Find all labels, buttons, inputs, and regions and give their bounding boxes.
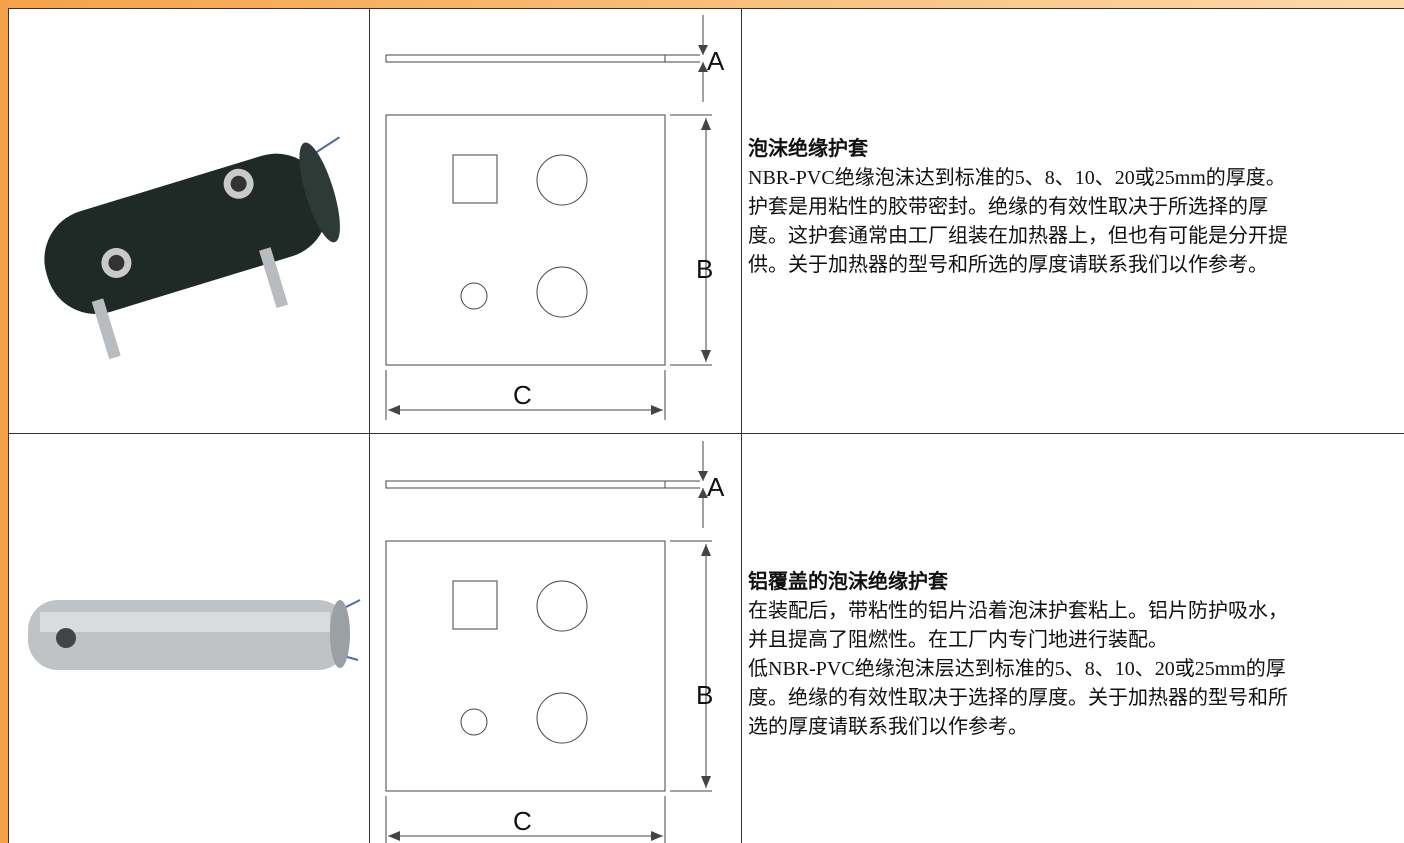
plate <box>385 114 666 366</box>
dimension-label: C <box>513 806 532 836</box>
arrow-head <box>698 62 708 72</box>
plate-side <box>385 54 666 63</box>
text-line: 选的厚度请联系我们以作参考。 <box>748 716 1028 738</box>
dimension-label: C <box>513 380 532 410</box>
plate-side <box>385 480 666 489</box>
dimension-label: B <box>696 680 713 710</box>
text-line: NBR-PVC绝缘泡沫达到标准的5、8、10、20或25mm的厚度。 <box>748 167 1286 189</box>
heater-photo <box>44 136 340 360</box>
arrow-head <box>388 405 400 415</box>
text-line: 低NBR-PVC绝缘泡沫层达到标准的5、8、10、20或25mm的厚 <box>748 658 1286 680</box>
hole <box>460 282 488 310</box>
arrow-head <box>701 544 711 556</box>
text-line: 供。关于加热器的型号和所选的厚度请联系我们以作参考。 <box>748 254 1268 276</box>
text-line: 在装配后，带粘性的铝片沿着泡沫护套粘上。铝片防护吸水， <box>748 600 1288 622</box>
arrow-head <box>651 831 663 841</box>
arrow-head <box>698 488 708 498</box>
hole-square <box>452 154 498 204</box>
hole <box>536 692 588 744</box>
hole <box>460 708 488 736</box>
dimension-label: A <box>707 472 725 502</box>
section-title: 泡沫绝缘护套 <box>748 138 868 160</box>
hole <box>536 266 588 318</box>
hole <box>536 580 588 632</box>
text-line: 度。这护套通常由工厂组装在加热器上，但也有可能是分开提 <box>748 225 1288 247</box>
dimension-diagram: A B C <box>385 441 725 843</box>
arrow-head <box>701 350 711 362</box>
section-title: 铝覆盖的泡沫绝缘护套 <box>748 571 948 593</box>
text-line: 并且提高了阻燃性。在工厂内专门地进行装配。 <box>748 629 1168 651</box>
plate <box>385 540 666 792</box>
hole <box>536 154 588 206</box>
dimension-diagram: A B C <box>385 15 725 420</box>
description: 泡沫绝缘护套 NBR-PVC绝缘泡沫达到标准的5、8、10、20或25mm的厚度。… <box>748 135 1288 280</box>
arrow-head <box>651 405 663 415</box>
text-line: 度。绝缘的有效性取决于选择的厚度。关于加热器的型号和所 <box>748 687 1288 709</box>
arrow-head <box>701 776 711 788</box>
text-line: 护套是用粘性的胶带密封。绝缘的有效性取决于所选择的厚 <box>748 196 1268 218</box>
dimension-label: A <box>707 46 725 76</box>
dimension-label: B <box>696 254 713 284</box>
hole-square <box>452 580 498 630</box>
description: 铝覆盖的泡沫绝缘护套在装配后，带粘性的铝片沿着泡沫护套粘上。铝片防护吸水， 并且提… <box>748 568 1288 742</box>
arrow-head <box>698 471 708 481</box>
heater-photo <box>28 599 361 670</box>
arrow-head <box>388 831 400 841</box>
arrow-head <box>701 118 711 130</box>
arrow-head <box>698 45 708 55</box>
